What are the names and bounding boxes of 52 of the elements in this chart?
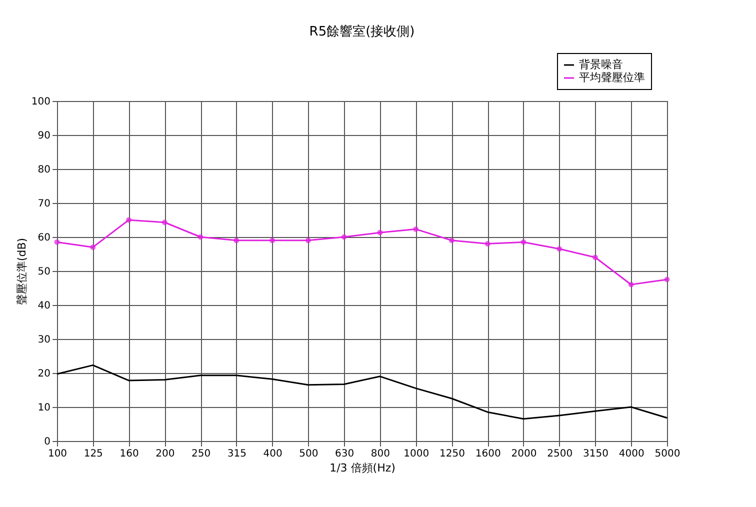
point [305,238,311,244]
legend-label: 背景噪音 [579,58,623,71]
point [234,238,240,244]
point [448,238,454,244]
x-tick-label: 315 [227,448,246,460]
x-tick-label: 400 [263,448,282,460]
x-tick-label: 3150 [583,448,608,460]
x-tick-label: 1000 [404,448,430,460]
y-tick-label: 20 [38,368,50,380]
point [90,244,96,250]
y-tick-label: 40 [38,300,50,312]
x-axis-title: 1/3 倍頻(Hz) [330,462,396,474]
y-tick-label: 60 [38,232,50,244]
point [556,246,562,252]
x-tick-label: 160 [120,448,139,460]
x-tick-label: 200 [156,448,175,460]
point [126,217,132,223]
x-tick-label: 100 [48,448,68,460]
y-tick-label: 90 [38,130,50,142]
y-tick-label: 80 [38,164,50,176]
x-tick-label: 125 [84,448,103,460]
point [162,220,168,226]
x-tick-label: 1250 [439,448,465,460]
y-axis-title: 聲壓位準(dB) [15,238,28,306]
x-tick-label: 5000 [654,448,680,460]
point [270,238,276,244]
y-tick-label: 0 [44,436,50,448]
x-tick-label: 500 [299,448,318,460]
line-series [56,364,668,420]
x-tick-label: 2000 [511,448,537,460]
x-tick-label: 630 [335,448,354,460]
legend-label: 平均聲壓位準 [579,71,645,84]
point [592,254,598,260]
x-tick-label: 250 [191,448,211,460]
y-tick-label: 30 [38,334,50,346]
point [628,282,634,288]
x-tick-label: 2500 [547,448,573,460]
y-tick-label: 10 [38,402,50,414]
x-tick-label: 1600 [475,448,501,460]
point [664,276,670,282]
x-tick-label: 800 [370,448,390,460]
point [484,241,490,247]
point [198,234,204,240]
point [413,226,419,232]
chart-title: R5餘響室(接收側) [309,24,415,40]
y-tick-label: 70 [38,198,50,210]
point [377,230,383,236]
x-tick-label: 4000 [618,448,644,460]
y-tick-label: 50 [38,266,50,278]
y-tick-label: 100 [31,96,50,108]
point [520,239,526,245]
point [341,234,347,240]
